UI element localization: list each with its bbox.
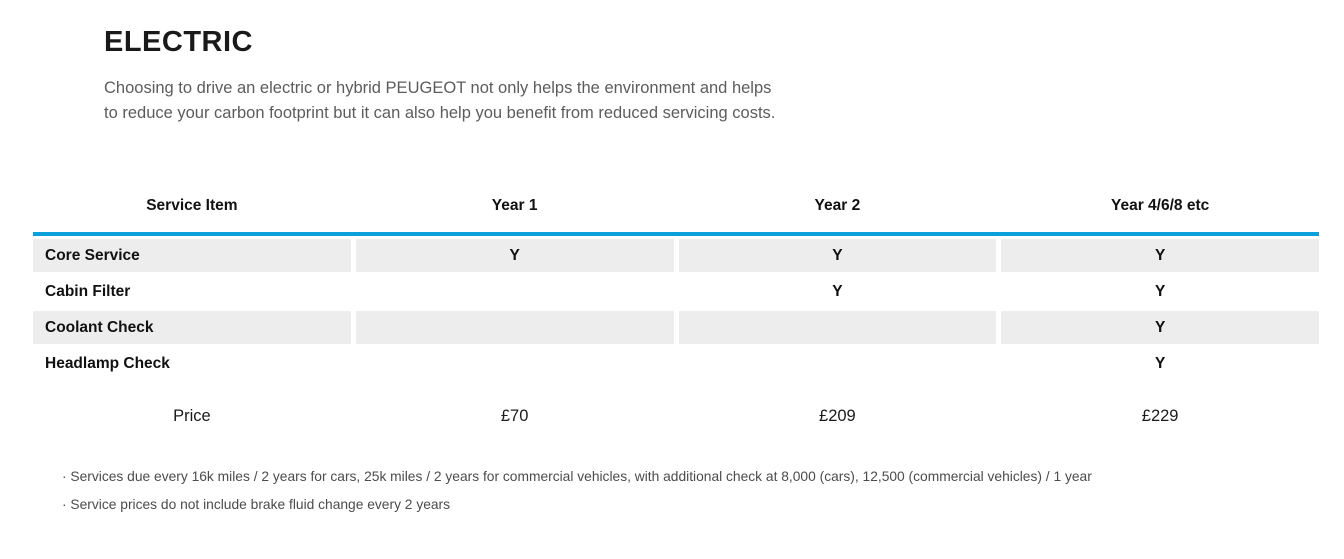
row-label-headlamp-check: Headlamp Check (45, 354, 170, 372)
footnotes: · Services due every 16k miles / 2 years… (62, 467, 1344, 515)
cell-coolant-check-year-2 (678, 311, 997, 344)
page-title: ELECTRIC (104, 26, 253, 58)
cell-headlamp-check-year-468: Y (1154, 354, 1166, 372)
row-label-cabin-filter: Cabin Filter (45, 282, 131, 300)
cell-core-service-year-2: Y (678, 239, 997, 272)
price-year-468: £229 (1141, 406, 1179, 425)
cell-cabin-filter-year-1 (356, 275, 674, 308)
cell-headlamp-check-year-2 (679, 347, 997, 380)
cell-cabin-filter-year-2: Y (832, 282, 843, 300)
cell-coolant-check-year-1 (355, 311, 674, 344)
price-row-label: Price (173, 406, 211, 425)
price-year-1: £70 (500, 406, 529, 425)
service-price-table: Service Item Year 1 Year 2 Year 4/6/8 et… (33, 183, 1319, 434)
cell-headlamp-check-year-1 (356, 347, 674, 380)
footnote-service-intervals: · Services due every 16k miles / 2 years… (62, 469, 1092, 484)
column-header-year-2: Year 2 (814, 197, 861, 214)
price-row-spacer (33, 383, 1319, 395)
footnote-brake-fluid: · Service prices do not include brake fl… (62, 497, 451, 512)
column-header-year-468: Year 4/6/8 etc (1111, 197, 1210, 214)
column-header-service-item: Service Item (146, 197, 238, 214)
price-year-2: £209 (819, 406, 856, 425)
cell-core-service-year-468: Y (1001, 239, 1319, 272)
cell-cabin-filter-year-468: Y (1154, 282, 1166, 300)
cell-coolant-check-year-468: Y (1001, 311, 1319, 344)
row-label-core-service: Core Service (33, 239, 351, 272)
intro-section: ELECTRIC Choosing to drive an electric o… (0, 0, 1344, 126)
intro-paragraph: Choosing to drive an electric or hybrid … (104, 79, 776, 122)
cell-core-service-year-1: Y (355, 239, 674, 272)
table-accent-rule (33, 232, 1319, 236)
column-header-year-1: Year 1 (491, 197, 538, 214)
row-label-coolant-check: Coolant Check (33, 311, 351, 344)
